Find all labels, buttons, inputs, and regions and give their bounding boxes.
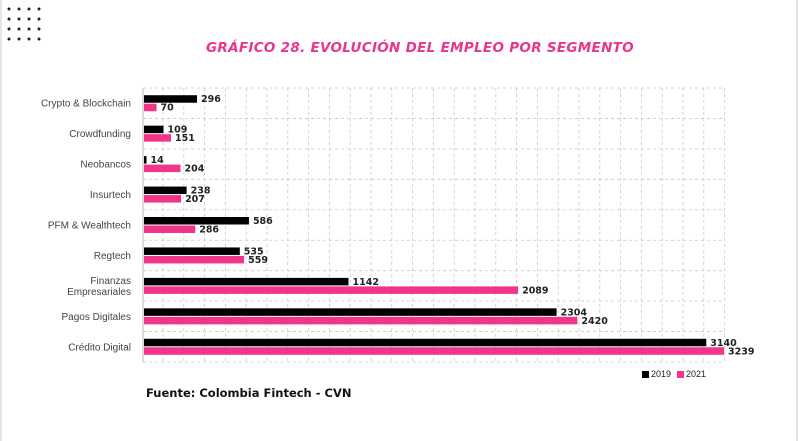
bar-2019-0	[144, 95, 198, 103]
bar-2021-1	[144, 134, 172, 142]
data-label-2019-5: 535	[244, 246, 264, 257]
category-label: Insurtech	[90, 190, 131, 201]
data-label-2019-3: 238	[191, 186, 211, 197]
data-label-2021-0: 70	[161, 103, 175, 114]
source-note: Fuente: Colombia Fintech - CVN	[146, 386, 352, 400]
bar-2021-4	[144, 225, 196, 233]
legend-label-2019: 2019	[651, 369, 672, 379]
bar-2019-6	[144, 277, 349, 286]
bar-2021-7	[144, 316, 578, 325]
bar-2021-8	[144, 347, 725, 355]
data-label-2019-7: 2304	[561, 307, 588, 318]
data-label-2021-5: 559	[248, 255, 268, 266]
category-label: Pagos Digitales	[62, 312, 131, 323]
data-label-2019-4: 586	[253, 216, 273, 227]
data-label-2021-4: 286	[199, 225, 219, 236]
data-label-2021-7: 2420	[581, 316, 608, 327]
data-label-2019-0: 296	[201, 94, 221, 105]
bar-2019-4	[144, 217, 249, 225]
data-label-2019-6: 1142	[353, 277, 379, 288]
chart-legend: 2019 2021	[642, 369, 706, 379]
bar-2019-2	[144, 156, 147, 164]
legend-label-2021: 2021	[686, 369, 707, 379]
category-label: Neobancos	[80, 160, 131, 171]
data-label-2021-2: 204	[185, 164, 205, 175]
bar-2019-1	[144, 125, 164, 134]
legend-item-2019: 2019	[642, 369, 671, 379]
data-label-2021-8: 3239	[728, 346, 754, 357]
bar-2019-3	[144, 186, 187, 195]
dots-decoration	[7, 7, 41, 41]
bar-2019-5	[144, 247, 240, 255]
category-label: Crédito Digital	[68, 342, 131, 353]
category-label: PFM & Wealthtech	[48, 221, 131, 232]
chart-title: GRÁFICO 28. EVOLUCIÓN DEL EMPLEO POR SEG…	[206, 40, 634, 56]
bar-2021-6	[144, 286, 519, 294]
legend-swatch-2019	[642, 370, 649, 378]
bar-2021-2	[144, 164, 181, 173]
legend-item-2021: 2021	[677, 369, 706, 379]
data-label-2019-2: 14	[151, 155, 165, 166]
bar-2019-7	[144, 308, 557, 316]
data-label-2019-1: 109	[168, 125, 188, 136]
bar-2021-5	[144, 255, 245, 264]
data-label-2021-1: 151	[175, 133, 195, 144]
category-label: Finanzas Empresariales	[67, 276, 131, 298]
bar-2021-3	[144, 195, 182, 203]
data-label-2019-8: 3140	[710, 338, 737, 349]
category-label: Crowdfunding	[69, 129, 131, 140]
bar-2019-8	[144, 338, 707, 347]
category-label: Regtech	[94, 251, 131, 262]
category-label: Crypto & Blockchain	[41, 99, 131, 110]
data-label-2021-6: 2089	[522, 285, 548, 296]
bar-2021-0	[144, 103, 157, 112]
legend-swatch-2021	[677, 370, 685, 378]
data-label-2021-3: 207	[185, 194, 205, 205]
